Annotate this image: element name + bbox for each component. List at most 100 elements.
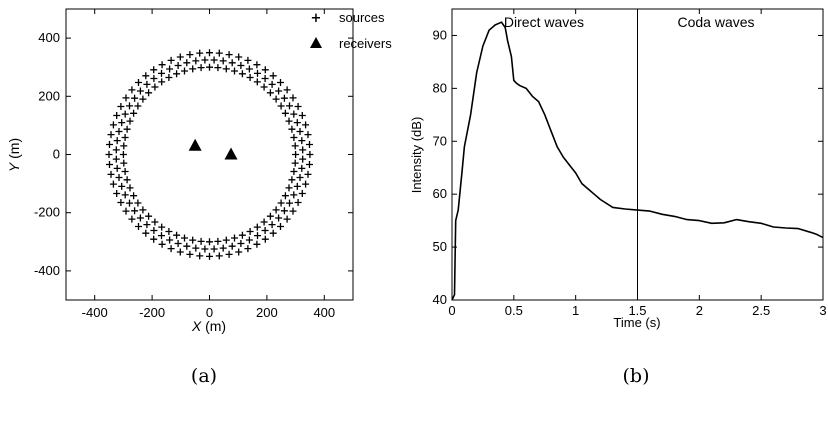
source-marker <box>261 66 269 74</box>
panel-b-xtick-label: 2 <box>696 303 703 318</box>
source-marker <box>186 51 194 59</box>
source-marker <box>231 67 238 75</box>
panel-b-ytick-label: 40 <box>433 292 447 307</box>
source-marker <box>283 215 291 223</box>
source-marker <box>139 95 147 103</box>
panel-b-ytick-label: 60 <box>433 186 447 201</box>
source-marker <box>186 250 194 258</box>
source-marker <box>115 128 123 135</box>
source-marker <box>174 62 182 69</box>
source-marker <box>292 151 300 158</box>
source-marker <box>134 102 142 110</box>
source-marker <box>201 56 209 64</box>
source-marker <box>275 214 283 222</box>
source-marker <box>291 159 299 167</box>
source-marker <box>254 69 261 77</box>
source-marker <box>196 252 204 260</box>
panel-b-ylabel: Intensity (dB) <box>409 117 424 194</box>
source-marker <box>235 248 243 256</box>
source-marker <box>260 218 268 226</box>
source-marker <box>228 59 236 67</box>
legend: + sources receivers <box>310 10 392 51</box>
source-marker <box>121 110 129 118</box>
source-marker <box>293 119 301 127</box>
panel-b-xtick-label: 1.5 <box>628 303 646 318</box>
source-marker <box>201 245 209 253</box>
panel-a-caption: (a) <box>191 365 217 387</box>
source-marker <box>139 206 147 214</box>
source-marker <box>294 103 302 110</box>
source-marker <box>173 231 181 239</box>
source-marker <box>131 94 139 102</box>
source-marker <box>197 64 205 72</box>
source-marker <box>231 234 238 242</box>
source-marker <box>225 250 233 258</box>
source-marker <box>181 67 188 75</box>
source-marker <box>106 141 113 148</box>
source-marker <box>113 112 121 119</box>
panel-b-ytick-label: 80 <box>433 80 447 95</box>
source-marker <box>298 190 306 197</box>
panel-a-xtick-label: -200 <box>139 305 165 320</box>
source-marker <box>261 75 269 82</box>
source-marker <box>253 78 261 86</box>
source-marker <box>135 79 142 86</box>
panel-a-ytick-label: -200 <box>34 205 60 220</box>
source-marker <box>189 236 197 244</box>
source-marker <box>112 146 120 154</box>
source-marker <box>306 161 313 168</box>
source-marker <box>145 89 153 97</box>
source-marker <box>253 223 261 231</box>
source-marker <box>105 151 113 158</box>
source-marker <box>189 65 197 73</box>
source-marker <box>158 232 165 240</box>
source-marker <box>215 252 223 260</box>
source-marker <box>117 199 125 206</box>
source-marker <box>288 176 296 184</box>
source-marker <box>286 102 293 110</box>
panel-a-ylabel: Y (m) <box>6 138 22 172</box>
source-marker <box>136 214 144 222</box>
source-marker <box>121 191 129 199</box>
source-marker <box>107 131 115 139</box>
source-marker <box>136 87 144 95</box>
source-marker <box>128 86 136 94</box>
legend-sources-label: sources <box>339 10 385 25</box>
source-marker <box>245 236 253 244</box>
source-marker <box>134 199 142 207</box>
source-marker <box>214 64 222 72</box>
source-marker <box>261 235 269 243</box>
source-marker <box>158 61 166 69</box>
source-marker <box>206 252 213 260</box>
source-marker <box>126 102 133 110</box>
source-marker <box>158 223 166 231</box>
source-marker <box>197 237 205 245</box>
panel-a-xtick-label: -400 <box>82 305 108 320</box>
source-marker <box>176 248 184 256</box>
source-marker <box>298 164 306 172</box>
source-marker <box>219 57 227 65</box>
source-marker <box>268 80 276 88</box>
panel-a-xtick-label: 200 <box>256 305 278 320</box>
legend-receivers-marker <box>310 37 322 48</box>
source-marker <box>296 174 304 181</box>
source-marker <box>215 49 223 57</box>
receiver-marker <box>224 147 238 160</box>
panel-b-xtick-label: 2.5 <box>752 303 770 318</box>
source-marker <box>128 215 136 223</box>
source-marker <box>126 117 134 125</box>
source-marker <box>222 65 230 73</box>
panel-b-xtick-label: 0.5 <box>505 303 523 318</box>
source-marker <box>123 176 131 184</box>
source-marker <box>290 168 298 175</box>
source-marker <box>115 174 123 181</box>
source-marker <box>290 191 298 199</box>
panel-a-xlabel: X (m) <box>191 318 226 334</box>
source-marker <box>107 170 115 178</box>
source-marker <box>192 244 200 252</box>
panel-b-ytick-label: 90 <box>433 27 447 42</box>
panel-b-region-coda: Coda waves <box>677 14 754 30</box>
source-marker <box>304 131 312 139</box>
source-marker <box>112 155 120 163</box>
receiver-marker <box>188 138 202 151</box>
